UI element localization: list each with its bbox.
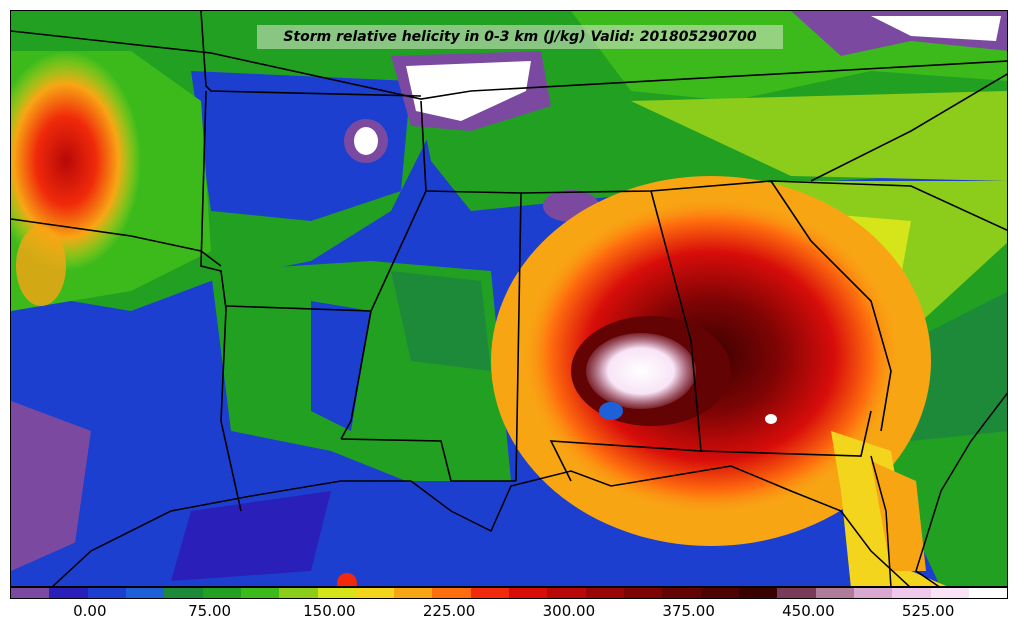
color-scale-segment <box>11 588 50 598</box>
color-scale-tick-label: 525.00 <box>901 602 955 620</box>
color-scale-segment <box>777 588 816 598</box>
color-scale-segment <box>892 588 931 598</box>
coastline <box>52 392 1007 586</box>
color-scale-segment <box>240 588 280 598</box>
color-scale-tick-label: 300.00 <box>542 602 596 620</box>
color-scale-segment <box>853 588 893 598</box>
color-scale-tick-label: 375.00 <box>662 602 715 620</box>
color-scale-segment <box>279 588 318 598</box>
color-scale-segment <box>547 588 586 598</box>
color-scale-segment <box>662 588 701 598</box>
color-scale-segment <box>585 588 624 598</box>
color-scale-tick-label: 225.00 <box>422 602 476 620</box>
color-scale-segment <box>125 588 165 598</box>
color-scale-segment <box>49 588 88 598</box>
color-scale-segment <box>815 588 854 598</box>
color-scale-segment <box>432 588 471 598</box>
color-scale-segment <box>394 588 433 598</box>
color-scale-segment <box>738 588 778 598</box>
color-scale-bar <box>10 587 1008 599</box>
color-scale-segment <box>624 588 663 598</box>
color-scale-segment <box>164 588 203 598</box>
color-scale-ticks: 0.00 75.00 150.00 225.00 300.00 375.00 450.00 5… <box>10 599 1008 629</box>
color-scale-segment <box>202 588 241 598</box>
map-canvas <box>11 11 1007 586</box>
helicity-field <box>11 11 1007 586</box>
color-scale-segment <box>700 588 739 598</box>
color-scale-tick-label: 75.00 <box>188 602 232 620</box>
map-title: Storm relative helicity in 0-3 km (J/kg)… <box>257 25 783 49</box>
color-scale-tick-label: 150.00 <box>303 602 356 620</box>
helicity-map: Storm relative helicity in 0-3 km (J/kg)… <box>10 10 1008 587</box>
color-scale-tick-label: 450.00 <box>782 602 835 620</box>
color-scale-segment <box>87 588 126 598</box>
color-scale-segment <box>355 588 395 598</box>
color-scale-segment <box>317 588 356 598</box>
color-scale-segment <box>930 588 969 598</box>
color-scale-tick-label: 0.00 <box>73 602 107 620</box>
color-scale-segment <box>470 588 510 598</box>
state-boundaries <box>11 11 1007 512</box>
color-scale-segment <box>968 588 1008 598</box>
color-scale-segment <box>509 588 548 598</box>
